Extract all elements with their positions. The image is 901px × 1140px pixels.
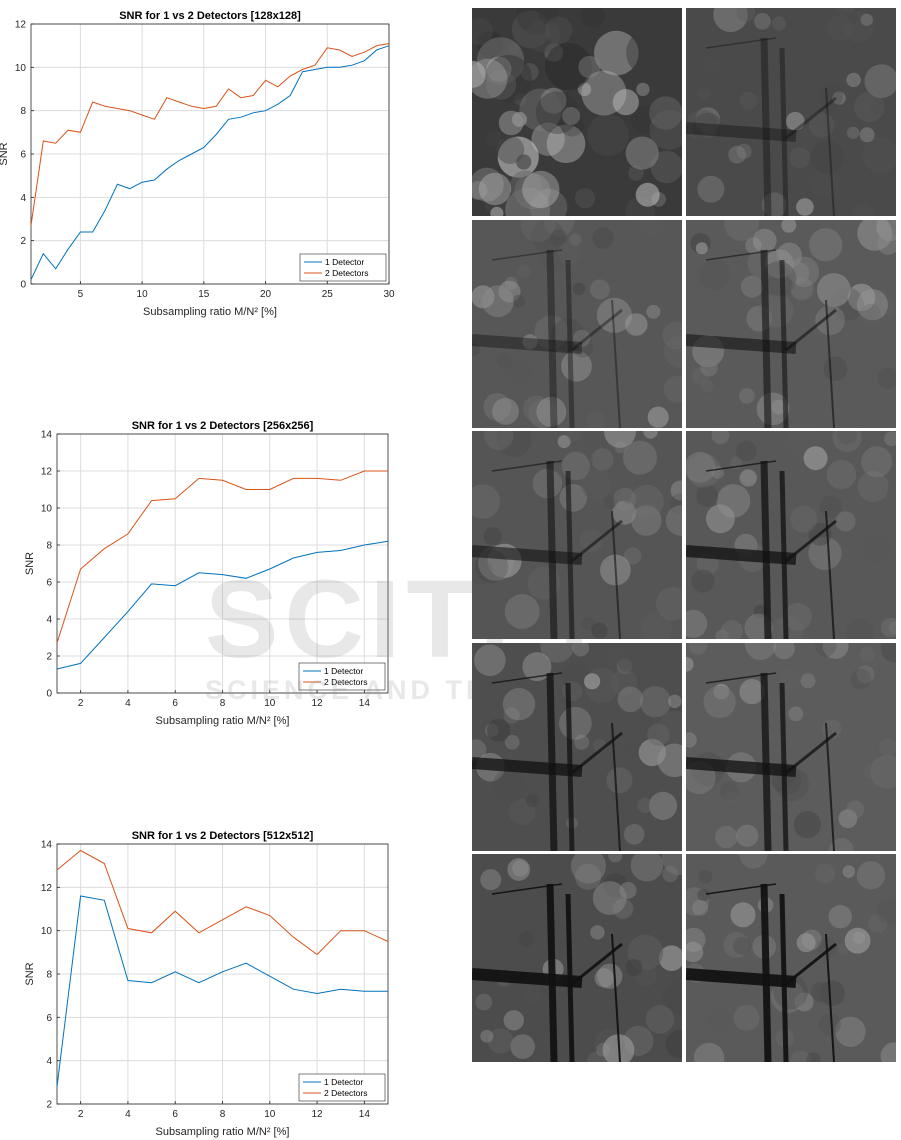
y-tick-label: 6 [20,150,26,161]
y-tick-label: 4 [46,615,52,626]
y-axis-label: SNR [24,552,36,575]
y-tick-label: 14 [41,840,53,851]
x-tick-label: 15 [198,289,210,300]
x-tick-label: 4 [125,698,131,709]
legend-label: 2 Detectors [325,268,368,278]
legend-box [298,662,386,691]
series-line [30,45,390,280]
x-tick-label: 12 [312,1109,324,1120]
y-tick-label: 10 [41,504,53,515]
chart-title: SNR for 1 vs 2 Detectors [256x256] [132,420,314,432]
y-tick-label: 12 [41,883,53,894]
chart-title: SNR for 1 vs 2 Detectors [128x128] [119,10,301,22]
x-tick-label: 20 [260,289,272,300]
image-grid [472,8,896,1062]
y-tick-label: 10 [41,926,53,937]
y-tick-label: 2 [20,236,26,247]
legend-label: 2 Detectors [324,677,367,687]
chart-title: SNR for 1 vs 2 Detectors [512x512] [132,830,314,842]
y-tick-label: 4 [46,1056,52,1067]
y-tick-label: 12 [41,467,53,478]
x-tick-label: 8 [220,1109,226,1120]
x-tick-label: 10 [264,1109,276,1120]
series-line [56,540,389,670]
x-tick-label: 2 [78,698,84,709]
y-tick-label: 2 [46,1100,52,1111]
x-tick-label: 5 [78,289,84,300]
x-tick-label: 10 [264,698,276,709]
reconstruction-image [686,219,896,428]
x-tick-label: 25 [322,289,334,300]
series-line [30,43,390,226]
legend-box [298,1073,386,1102]
x-tick-label: 8 [220,698,226,709]
y-axis-label: SNR [24,962,36,985]
series-line [56,470,388,644]
y-tick-label: 8 [46,970,52,981]
series-line [56,849,389,956]
y-tick-label: 0 [20,280,26,291]
y-tick-label: 12 [15,20,27,31]
reconstruction-image [472,431,682,639]
chart-3: 2 4 6 8 10 12 14 2 4 6 8 10 12 14 SNR for 1 vs 2 Detec… [24,830,389,1138]
reconstruction-image [472,854,682,1062]
x-tick-label: 2 [78,1109,84,1120]
legend-box [299,253,387,282]
y-tick-label: 2 [46,652,52,663]
x-axis-label: Subsampling ratio M/N² [%] [156,1126,290,1138]
chart-2: 2 4 6 8 10 12 14 0 2 4 6 8 10 12 14 SNR for 1 vs 2 Dete… [24,420,389,727]
reconstruction-image [686,642,896,851]
y-tick-label: 4 [20,193,26,204]
reconstruction-image [686,854,896,1062]
y-tick-label: 8 [20,106,26,117]
legend-label: 1 Detector [325,257,364,267]
y-tick-label: 14 [41,430,53,441]
x-tick-label: 6 [172,698,178,709]
y-tick-label: 0 [46,689,52,700]
x-axis-label: Subsampling ratio M/N² [%] [156,715,290,727]
x-tick-label: 10 [137,289,149,300]
reconstruction-image [686,431,896,639]
legend-label: 1 Detector [324,666,363,676]
reconstruction-image [472,642,682,851]
reconstruction-image [472,8,682,216]
legend-label: 2 Detectors [324,1088,367,1098]
y-tick-label: 8 [46,541,52,552]
x-tick-label: 14 [359,1109,371,1120]
y-tick-label: 6 [46,1013,52,1024]
x-tick-label: 14 [359,698,371,709]
x-axis-label: Subsampling ratio M/N² [%] [143,306,277,318]
x-tick-label: 6 [172,1109,178,1120]
x-tick-label: 30 [383,289,395,300]
y-axis-label: SNR [0,142,10,165]
x-tick-label: 12 [312,698,324,709]
reconstruction-image [686,8,896,216]
reconstruction-image [472,219,682,428]
series-line [56,895,388,1087]
x-tick-label: 4 [125,1109,131,1120]
y-tick-label: 10 [15,63,27,74]
y-tick-label: 6 [46,578,52,589]
chart-1: 5 10 15 20 25 30 0 2 4 6 8 10 12 SNR for 1 vs 2 Detec… [0,10,395,318]
legend-label: 1 Detector [324,1077,363,1087]
